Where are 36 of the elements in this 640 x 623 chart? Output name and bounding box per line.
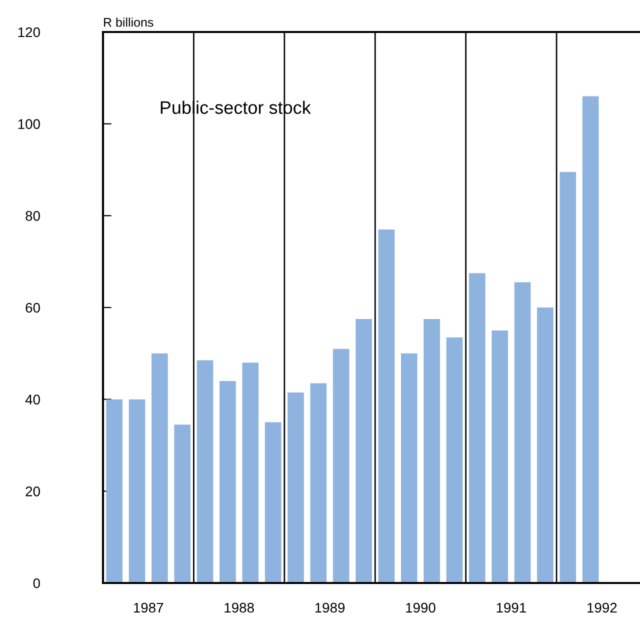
y-tick-label: 120: [18, 27, 40, 38]
x-tick-label: 1991: [496, 602, 526, 613]
bar: [492, 330, 508, 583]
bar: [220, 380, 236, 583]
bar: [196, 360, 214, 583]
bar: [378, 229, 395, 583]
y-tick-label: 40: [25, 394, 40, 405]
bar: [400, 353, 418, 583]
bar: [332, 348, 350, 583]
bar: [582, 96, 599, 583]
bar: [356, 318, 372, 583]
bar: [469, 273, 486, 583]
x-tick-label: 1988: [224, 602, 254, 613]
x-tick-label: 1992: [588, 602, 617, 613]
y-tick-label: 60: [26, 302, 40, 313]
bar: [446, 337, 463, 583]
bar: [310, 383, 327, 583]
y-tick-label: 0: [33, 578, 40, 588]
x-tick-label: 1989: [315, 602, 345, 613]
y-tick-label: 20: [26, 486, 40, 496]
bar: [242, 362, 259, 583]
x-tick-label: 1987: [134, 602, 164, 613]
y-tick-label: 100: [18, 119, 40, 130]
bar: [106, 399, 123, 583]
bar: [537, 308, 554, 583]
bar: [152, 353, 168, 583]
bar: [128, 399, 146, 583]
bar: [514, 282, 531, 583]
bar: [264, 422, 282, 583]
bar: [560, 172, 576, 583]
bar: [174, 424, 191, 583]
y-tick-label: 80: [26, 211, 40, 221]
x-tick-label: 1990: [406, 602, 436, 613]
y-axis-title: R billions: [104, 18, 154, 27]
bar: [288, 392, 304, 583]
bar: [424, 318, 440, 583]
